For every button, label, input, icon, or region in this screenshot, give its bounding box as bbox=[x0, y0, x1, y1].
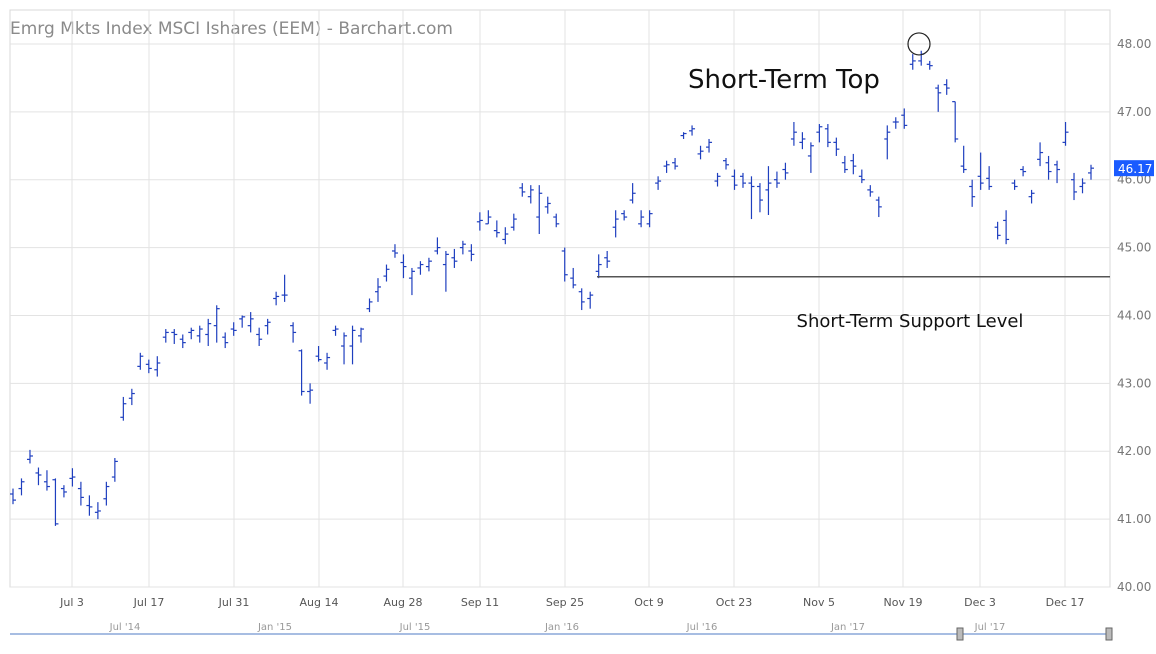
y-tick-label: 47.00 bbox=[1117, 105, 1151, 119]
x-tick-label: Aug 14 bbox=[300, 596, 339, 609]
navigator-label: Jul '16 bbox=[686, 622, 718, 633]
y-tick-label: 41.00 bbox=[1117, 512, 1151, 526]
x-tick-label: Dec 17 bbox=[1046, 596, 1085, 609]
navigator-label: Jul '17 bbox=[974, 622, 1006, 633]
navigator-label: Jul '15 bbox=[399, 622, 431, 633]
navigator-right-handle[interactable] bbox=[1105, 627, 1113, 641]
navigator-label: Jul '14 bbox=[109, 622, 141, 633]
x-tick-label: Oct 9 bbox=[634, 596, 664, 609]
y-tick-label: 40.00 bbox=[1117, 580, 1151, 594]
navigator-label: Jan '17 bbox=[830, 622, 865, 633]
last-price-label: 46.17 bbox=[1118, 162, 1152, 176]
x-tick-label: Sep 25 bbox=[546, 596, 584, 609]
x-tick-label: Jul 3 bbox=[59, 596, 84, 609]
y-tick-label: 43.00 bbox=[1117, 376, 1151, 390]
support-level-label: Short-Term Support Level bbox=[797, 311, 1024, 332]
short-term-top-label: Short-Term Top bbox=[688, 65, 880, 95]
chart-title: Emrg Mkts Index MSCI Ishares (EEM) - Bar… bbox=[10, 19, 453, 39]
plot-area-frame bbox=[9, 9, 1111, 588]
x-tick-label: Oct 23 bbox=[716, 596, 753, 609]
y-tick-label: 48.00 bbox=[1117, 37, 1151, 51]
x-tick-label: Nov 19 bbox=[884, 596, 923, 609]
last-price-badge bbox=[1114, 160, 1154, 177]
x-tick-label: Nov 5 bbox=[803, 596, 835, 609]
navigator-left-handle[interactable] bbox=[956, 627, 964, 641]
x-tick-label: Jul 17 bbox=[133, 596, 165, 609]
y-tick-label: 42.00 bbox=[1117, 444, 1151, 458]
x-tick-label: Aug 28 bbox=[384, 596, 423, 609]
x-tick-label: Dec 3 bbox=[964, 596, 996, 609]
navigator-label: Jan '16 bbox=[544, 622, 579, 633]
navigator-label: Jan '15 bbox=[257, 622, 292, 633]
y-tick-label: 45.00 bbox=[1117, 241, 1151, 255]
x-tick-label: Sep 11 bbox=[461, 596, 499, 609]
x-tick-label: Jul 31 bbox=[218, 596, 250, 609]
y-tick-label: 46.00 bbox=[1117, 173, 1151, 187]
top-marker-circle bbox=[907, 32, 931, 56]
y-tick-label: 44.00 bbox=[1117, 308, 1151, 322]
